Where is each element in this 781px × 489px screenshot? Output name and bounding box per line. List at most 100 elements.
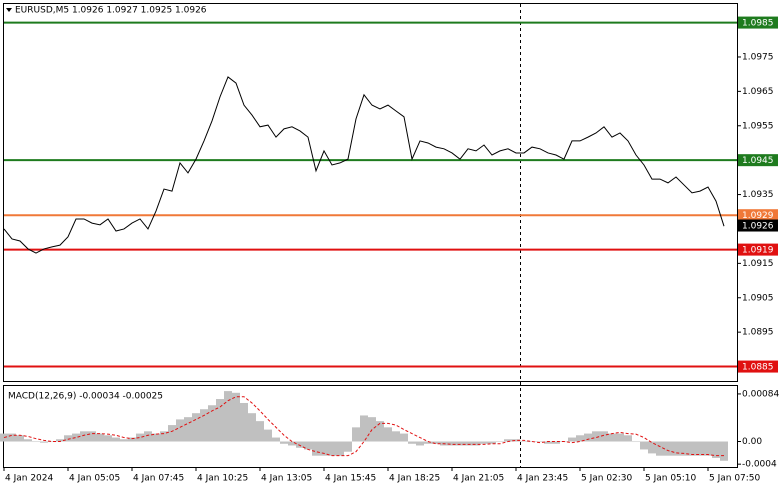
histogram-bar xyxy=(696,441,704,456)
last-price-box xyxy=(738,219,778,232)
histogram-bar xyxy=(48,441,56,443)
histogram-bar xyxy=(512,439,520,442)
histogram-bar xyxy=(200,409,208,442)
histogram-bar xyxy=(464,441,472,446)
histogram-bar xyxy=(392,431,400,442)
y-tick-label: 1.0935 xyxy=(742,190,774,200)
level-label-box xyxy=(738,243,778,256)
histogram-bar xyxy=(24,439,32,442)
histogram-bar xyxy=(608,433,616,442)
level-label: 1.0985 xyxy=(742,19,774,29)
histogram-bar xyxy=(352,427,360,442)
histogram-bar xyxy=(168,425,176,442)
histogram-bar xyxy=(704,441,712,456)
histogram-bar xyxy=(408,441,416,444)
histogram-bar xyxy=(40,441,48,443)
histogram-bar xyxy=(432,441,440,444)
histogram-bar xyxy=(344,441,352,452)
histogram-bar xyxy=(688,441,696,456)
histogram-bar xyxy=(152,433,160,442)
level-label: 1.0945 xyxy=(742,156,774,166)
histogram-bar xyxy=(584,433,592,442)
histogram-bar xyxy=(416,441,424,446)
signal-line xyxy=(3,396,724,457)
x-tick-label: 4 Jan 07:45 xyxy=(133,474,184,484)
histogram-bar xyxy=(600,431,608,442)
level-label: 1.0929 xyxy=(742,211,774,221)
level-label-box xyxy=(738,16,778,29)
histogram-bar xyxy=(624,435,632,442)
histogram-bar xyxy=(224,391,232,442)
histogram-bar xyxy=(456,441,464,446)
x-tick-label: 5 Jan 07:50 xyxy=(709,474,761,484)
histogram-bar xyxy=(712,441,720,458)
histogram-bar xyxy=(568,437,576,442)
level-label-box xyxy=(738,209,778,222)
histogram-bar xyxy=(240,402,248,442)
histogram-bar xyxy=(496,441,504,443)
histogram-bar xyxy=(32,441,40,443)
y-tick-label: 1.0915 xyxy=(742,259,774,269)
histogram-bar xyxy=(96,433,104,442)
histogram-bar xyxy=(192,413,200,442)
price-frame xyxy=(3,3,738,382)
histogram-bar xyxy=(144,431,152,442)
histogram-bar xyxy=(640,441,648,450)
histogram-bar xyxy=(480,441,488,444)
x-tick-label: 4 Jan 21:05 xyxy=(453,474,504,484)
histogram-bar xyxy=(112,437,120,442)
histogram-bar xyxy=(472,441,480,446)
y-tick-label: 0.00 xyxy=(742,437,762,447)
histogram-bar xyxy=(136,433,144,442)
x-tick-label: 5 Jan 02:30 xyxy=(581,474,633,484)
histogram-bar xyxy=(592,431,600,442)
histogram-bar xyxy=(296,441,304,448)
x-tick-label: 4 Jan 10:25 xyxy=(197,474,248,484)
histogram-bar xyxy=(552,441,560,444)
price-line xyxy=(3,76,725,254)
last-price-label: 1.0926 xyxy=(742,222,774,232)
histogram-bar xyxy=(0,433,8,442)
level-label: 1.0885 xyxy=(742,363,774,373)
histogram-bar xyxy=(208,405,216,442)
y-tick-label: 0.00084 xyxy=(742,389,779,399)
x-tick-label: 4 Jan 23:45 xyxy=(517,474,568,484)
x-tick-label: 4 Jan 13:05 xyxy=(261,474,312,484)
histogram-bar xyxy=(312,441,320,456)
histogram-bar xyxy=(232,392,240,442)
level-label-box xyxy=(738,154,778,167)
histogram-bar xyxy=(544,441,552,444)
histogram-bar xyxy=(504,439,512,442)
y-tick-label: -0.0004 xyxy=(742,460,777,470)
x-tick-label: 4 Jan 15:45 xyxy=(325,474,376,484)
x-tick-label: 5 Jan 05:10 xyxy=(645,474,697,484)
histogram-bar xyxy=(304,441,312,450)
histogram-bar xyxy=(16,435,24,442)
chart-title: EURUSD,M5 1.0926 1.0927 1.0925 1.0926 xyxy=(15,6,207,16)
histogram-bar xyxy=(488,441,496,444)
macd-frame xyxy=(3,385,738,468)
histogram-bar xyxy=(672,441,680,456)
histogram-bar xyxy=(320,441,328,456)
histogram-bar xyxy=(336,441,344,456)
histogram-bar xyxy=(280,441,288,444)
histogram-bar xyxy=(72,433,80,442)
histogram-bar xyxy=(128,437,136,442)
x-tick-label: 4 Jan 05:05 xyxy=(69,474,120,484)
menu-icon xyxy=(6,8,12,12)
histogram-bar xyxy=(88,431,96,442)
histogram-bar xyxy=(248,413,256,442)
y-tick-label: 1.0975 xyxy=(742,52,774,62)
histogram-bar xyxy=(648,441,656,454)
y-tick-label: 1.0955 xyxy=(742,121,774,131)
histogram-bar xyxy=(256,421,264,442)
histogram-bar xyxy=(216,399,224,442)
y-tick-label: 1.0965 xyxy=(742,87,774,97)
histogram-bar xyxy=(536,441,544,443)
histogram-bar xyxy=(80,431,88,442)
histogram-bar xyxy=(328,441,336,456)
histogram-bar xyxy=(184,417,192,442)
y-tick-label: 1.0895 xyxy=(742,328,774,338)
